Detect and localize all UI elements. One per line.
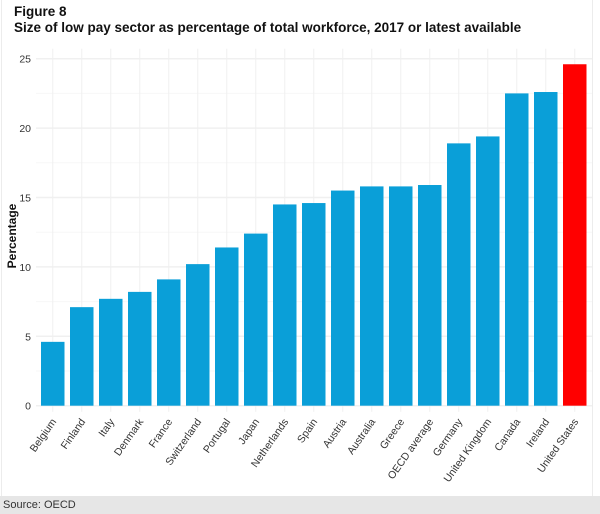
x-tick-label: Italy xyxy=(96,416,117,439)
x-tick-label: Japan xyxy=(236,416,262,446)
bar-netherlands xyxy=(273,204,297,406)
y-tick-label: 15 xyxy=(19,193,31,205)
bar-canada xyxy=(505,93,529,406)
bar-spain xyxy=(302,203,326,406)
x-tick-label: Greece xyxy=(378,416,408,451)
y-axis-ticks: 0 5 10 15 20 25 xyxy=(19,54,31,413)
bar-united-states xyxy=(563,64,587,406)
x-tick-label: Canada xyxy=(492,416,523,453)
bar-australia xyxy=(360,186,384,406)
bar-switzerland xyxy=(186,264,210,406)
figure-label: Figure 8 xyxy=(14,4,67,19)
bar-germany xyxy=(447,143,471,406)
y-tick-label: 5 xyxy=(25,331,31,343)
y-tick-label: 25 xyxy=(19,54,31,66)
bar-france xyxy=(157,279,181,406)
bar-united-kingdom xyxy=(476,136,500,406)
bar-denmark xyxy=(128,291,152,406)
x-tick-label: Spain xyxy=(295,416,320,445)
x-tick-label: Portugal xyxy=(201,417,233,456)
bar-belgium xyxy=(41,341,65,406)
footer: Source: OECD xyxy=(0,496,600,514)
y-axis-title: Percentage xyxy=(5,203,19,268)
bar-japan xyxy=(244,233,268,406)
x-tick-label: Denmark xyxy=(112,416,147,458)
source-note: Source: OECD xyxy=(3,499,76,511)
x-tick-label: France xyxy=(147,416,176,450)
bar-greece xyxy=(389,186,413,406)
x-tick-label: Australia xyxy=(345,416,378,456)
y-tick-label: 0 xyxy=(25,401,31,413)
x-tick-label: Finland xyxy=(59,416,89,451)
bar-finland xyxy=(70,307,94,406)
bar-austria xyxy=(331,190,355,406)
bar-ireland xyxy=(534,92,558,406)
x-tick-label: Austria xyxy=(321,416,350,450)
x-tick-label: Belgium xyxy=(28,416,60,454)
bars xyxy=(41,64,587,406)
figure-title: Size of low pay sector as percentage of … xyxy=(14,20,522,35)
y-tick-label: 20 xyxy=(19,123,31,135)
bar-portugal xyxy=(215,247,239,406)
x-tick-label: Ireland xyxy=(524,416,552,449)
bar-italy xyxy=(99,298,123,406)
bar-oecd-average xyxy=(418,185,442,406)
y-tick-label: 10 xyxy=(19,262,31,274)
